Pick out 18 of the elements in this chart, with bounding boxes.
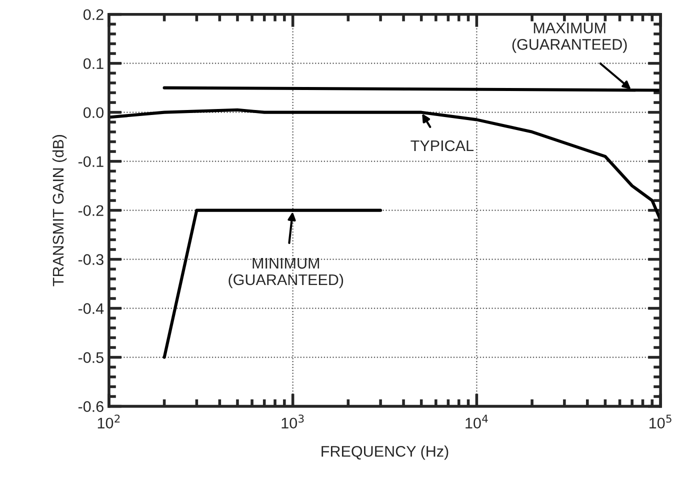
y-axis-title: TRANSMIT GAIN (dB) (52, 135, 67, 286)
y-tick-label: -0.5 (78, 352, 104, 363)
y-tick-label: 0.0 (83, 107, 104, 118)
y-tick-label: 0.2 (83, 9, 104, 20)
x-tick-label: 10$^{2}$ (98, 414, 120, 429)
y-tick-label: -0.4 (78, 303, 104, 314)
y-tick-label: -0.2 (78, 205, 104, 216)
y-tick-label: -0.1 (78, 156, 104, 168)
annotation: TYPICAL (410, 140, 474, 152)
x-axis-title: FREQUENCY (Hz) (322, 446, 448, 460)
annotation: MINIMUM (GUARANTEED) (228, 258, 344, 288)
y-tick-label: 0.1 (83, 58, 104, 70)
x-tick-label: 10$^{5}$ (650, 414, 672, 429)
annotation: MAXIMUM (GUARANTEED) (512, 22, 627, 53)
y-tick-label: -0.6 (78, 401, 104, 412)
x-tick-label: 10$^{3}$ (282, 414, 304, 429)
y-tick-label: -0.3 (78, 254, 104, 265)
x-tick-label: 10$^{4}$ (466, 414, 488, 429)
